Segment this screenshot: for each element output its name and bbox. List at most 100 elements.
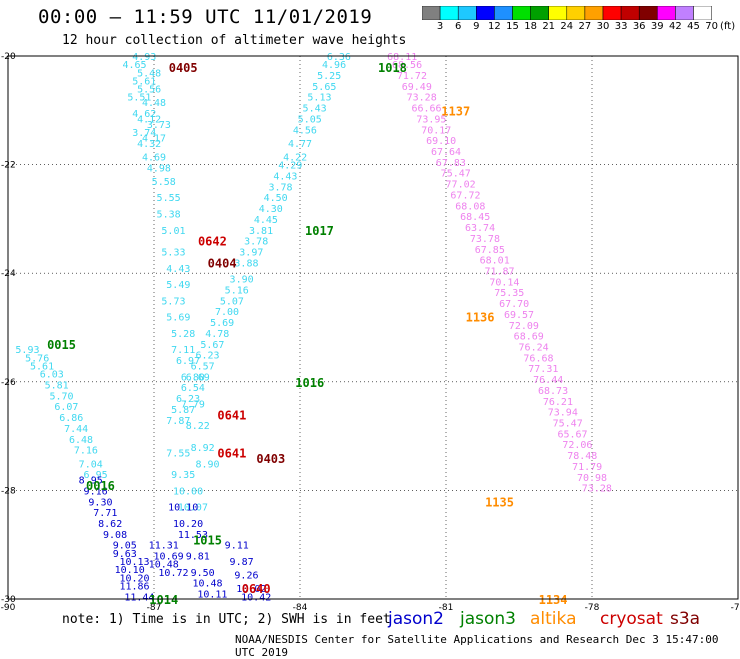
pass-label: 1015 [193,533,222,547]
wave-height-value: 77.31 [528,364,558,375]
wave-height-value: 7.71 [93,508,117,519]
wave-height-value: 66.66 [411,104,441,115]
wave-height-value: 10.13 [119,557,149,568]
wave-height-value: 69.10 [426,136,456,147]
wave-height-value: 3.90 [230,275,254,286]
pass-label: 1017 [305,224,334,238]
color-scale-bar [422,6,712,20]
wave-height-value: 73.94 [548,408,578,419]
wave-height-value: 5.70 [49,391,73,402]
wave-height-value: 75.35 [494,288,524,299]
wave-height-value: 9.81 [186,552,210,563]
color-scale-label: 6 [455,21,462,32]
color-scale-label: 42 [669,21,682,32]
color-swatch [693,6,712,20]
wave-height-value: 7.55 [166,448,190,459]
color-scale-label: 36 [632,21,646,32]
wave-height-value: 68.69 [514,332,544,343]
satellite-legend-cryosat: cryosat [600,609,663,629]
wave-height-value: 9.05 [113,541,137,552]
wave-height-value: 9.11 [225,541,249,552]
color-scale-label: 15 [506,21,519,32]
altimeter-tracks: 4.934.655.485.615.565.514.484.624.123.73… [15,52,612,603]
wave-height-value: 6.95 [84,470,108,481]
wave-height-value: 69.57 [504,310,534,321]
pass-label: 1018 [378,61,407,75]
wave-height-value: 5.73 [161,296,185,307]
wave-height-value: 9.50 [191,568,215,579]
wave-height-value: 9.63 [113,549,137,560]
wave-height-value: 8.90 [195,459,219,470]
wave-height-value: 4.29 [278,161,302,172]
wave-height-value: 4.98 [147,163,171,174]
wave-height-value: 68.56 [392,60,422,71]
wave-height-value: 9.08 [103,530,127,541]
wave-height-value: 3.73 [147,120,171,131]
x-tick-label: -78 [585,603,600,613]
wave-height-value: 4.69 [142,152,166,163]
wave-height-value: 10.42 [241,592,271,603]
x-tick-label: -87 [147,603,162,613]
wave-height-value: 10.48 [149,560,179,571]
wave-height-value: 68.01 [480,256,510,267]
wave-height-value: 67.70 [499,299,529,310]
color-scale-label: 3 [436,21,444,32]
color-scale-label: 39 [650,21,664,32]
wave-height-value: 5.48 [137,68,161,79]
wave-height-value: 76.68 [523,353,553,364]
wave-height-value: 5.93 [15,345,39,356]
wave-height-value: 67.85 [475,245,505,256]
wave-height-value: 70.98 [577,473,607,484]
wave-height-value: 6.57 [191,362,215,373]
wave-height-value: 5.58 [152,177,176,188]
wave-height-value: 5.51 [127,93,151,104]
wave-height-value: 9.87 [230,557,254,568]
pass-label: 0015 [47,338,76,352]
wave-height-value: 72.06 [562,440,592,451]
wave-height-value: 68.11 [387,52,417,63]
wave-height-value: 70.17 [421,125,451,136]
wave-height-value: 5.61 [30,362,54,373]
wave-height-value: 73.28 [407,93,437,104]
pass-label: 1014 [149,593,178,607]
color-scale-label: 12 [488,21,501,32]
chart-subtitle: 12 hour collection of altimeter wave hei… [62,33,407,48]
wave-height-value: 5.69 [166,313,190,324]
wave-height-value: 5.67 [200,340,224,351]
wave-height-value: 3.97 [239,247,263,258]
wave-height-value: 4.50 [264,193,288,204]
pass-label: 0641 [217,446,246,460]
wave-height-value: 5.55 [157,193,181,204]
satellite-legend-altika: altika [530,609,577,629]
x-tick-label: -84 [293,603,308,613]
color-scale-label: 9 [473,21,480,32]
wave-height-value: 5.81 [45,381,69,392]
wave-height-value: 6.48 [69,435,93,446]
color-scale-label: 70 [705,21,718,32]
wave-height-value: 7.04 [79,459,103,470]
wave-height-value: 5.49 [166,280,190,291]
wave-height-value: 5.07 [220,296,244,307]
wave-height-value: 6.97 [176,356,200,367]
wave-height-value: 4.12 [137,114,161,125]
pass-labels: 0405 0642 0404 0015 0641 0641 0403 0016 1015 0640… [47,61,567,607]
wave-height-value: 4.32 [137,139,161,150]
wave-height-value: 73.78 [470,234,500,245]
wave-height-value: 68.08 [455,201,485,212]
x-tick-label: -90 [1,603,16,613]
color-scale-label: 33 [614,21,628,32]
wave-height-value: 63.74 [465,223,495,234]
wave-height-value: 3.78 [268,182,292,193]
wave-height-value: 7.79 [181,400,205,411]
wave-height-value: 3.74 [132,128,156,139]
wave-height-value: 7.16 [74,446,98,457]
wave-height-value: 4.45 [254,215,278,226]
wave-height-value: 11.31 [149,541,179,552]
wave-height-value: 73.95 [416,114,446,125]
wave-height-value: 10.11 [197,590,227,601]
wave-height-value: 75.47 [553,419,583,430]
wave-height-value: 8.22 [186,421,210,432]
wave-height-value: 10.20 [119,573,149,584]
wave-height-value: 7.87 [166,416,190,427]
wave-height-value: 5.13 [307,93,331,104]
